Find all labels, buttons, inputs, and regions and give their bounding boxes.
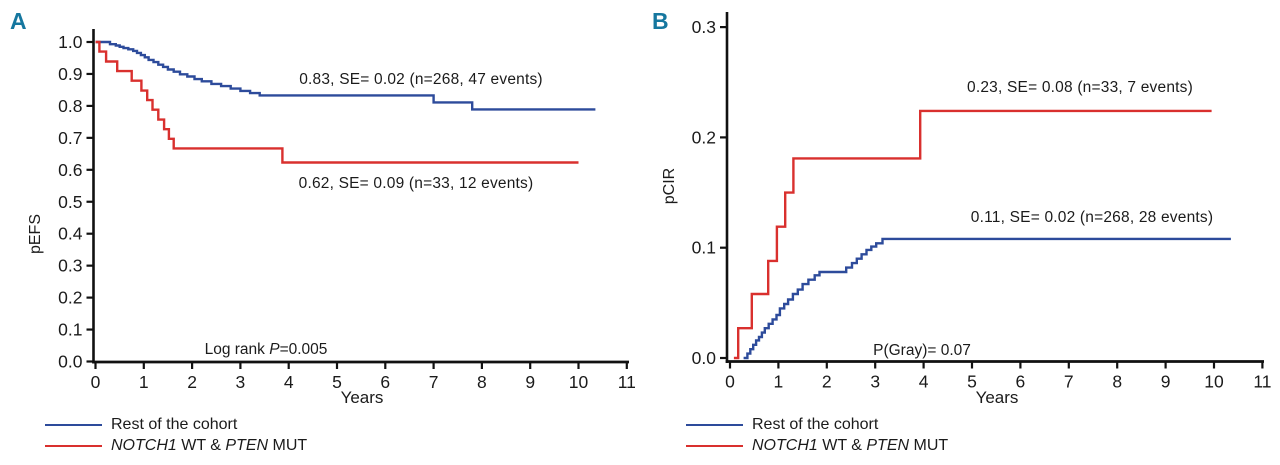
x-tick-label: 8 [1112,372,1122,392]
x-tick-label: 4 [919,372,929,392]
x-tick-label: 7 [1064,372,1074,392]
panel-a-plot: 0.0 0.1 0.2 0.3 0.4 0.5 0.6 0.7 0.8 0.9 1.0 0 1 2 3 4 5 6… [58,29,636,392]
blue-legend-line [45,423,102,427]
legend-suffix-text: MUT [909,437,949,454]
x-tick-label: 1 [774,372,784,392]
y-tick-label: 0.0 [692,348,717,368]
panel-b-y-axis-title: pCIR [661,167,678,205]
legend-label-rest-of-cohort: Rest of the cohort [752,416,879,433]
x-tick-label: 5 [332,372,342,392]
panel-b-letter: B [652,8,669,34]
x-tick-label: 0 [91,372,101,392]
gene-pten: PTEN [225,437,269,454]
x-tick-label: 11 [618,372,636,392]
x-tick-label: 2 [822,372,832,392]
panel-a-letter: A [10,8,27,34]
red-legend-line [45,444,102,448]
legend-mid-text: WT & [176,437,226,454]
legend-suffix-text: MUT [268,437,308,454]
y-tick-label: 0.2 [58,288,82,308]
panel-a-stats-label: Log rank P=0.005 [205,341,328,359]
y-tick-label: 0.6 [58,160,82,180]
x-tick-label: 11 [1253,372,1271,392]
survival-curve-red [95,40,579,164]
legend-label-notch1-pten: NOTCH1 WT & PTEN MUT [752,437,948,455]
x-tick-label: 9 [1161,372,1171,392]
y-tick-label: 0.1 [58,320,82,340]
x-tick-label: 8 [477,372,487,392]
x-tick-label: 6 [1016,372,1026,392]
x-tick-label: 4 [284,372,294,392]
y-tick-label: 0.4 [58,224,83,244]
survival-curve-blue [95,40,596,111]
y-tick-label: 0.9 [58,64,82,84]
legend-label-notch1-pten: NOTCH1 WT & PTEN MUT [111,437,307,455]
panel-a-legend-item-blue: Rest of the cohort [45,416,237,434]
y-tick-label: 0.3 [58,256,82,276]
x-tick-label: 3 [870,372,880,392]
panel-b-stats-label: P(Gray)= 0.07 [873,342,971,359]
x-tick-label: 10 [569,372,589,392]
blue-legend-line [686,423,743,427]
x-tick-label: 3 [236,372,246,392]
panel-b-plot: 0.0 0.1 0.2 0.3 0 1 2 3 4 5 6 7 8 9 10 11 [692,12,1271,392]
x-tick-label: 9 [525,372,535,392]
panel-b-blue-annotation: 0.11, SE= 0.02 (n=268, 28 events) [970,209,1214,226]
log-rank-p: P [269,341,280,358]
panel-a-x-axis-title: Years [340,388,384,407]
gene-pten: PTEN [866,437,910,454]
legend-mid-text: WT & [817,437,867,454]
y-tick-label: 0.3 [692,17,716,37]
log-rank-prefix: Log rank [204,341,270,358]
gene-notch1: NOTCH1 [752,437,818,454]
x-tick-label: 1 [139,372,149,392]
y-tick-label: 0.7 [58,128,82,148]
panel-a-blue-annotation: 0.83, SE= 0.02 (n=268, 47 events) [299,71,543,88]
log-rank-value: =0.005 [279,341,328,358]
legend-label-rest-of-cohort: Rest of the cohort [111,416,238,433]
x-tick-label: 10 [1204,372,1224,392]
panel-b-legend-item-blue: Rest of the cohort [686,416,878,434]
x-tick-label: 5 [967,372,977,392]
panel-b-red-annotation: 0.23, SE= 0.08 (n=33, 7 events) [967,79,1193,96]
y-tick-label: 0.0 [58,352,83,372]
y-tick-label: 0.8 [58,96,82,116]
y-tick-label: 0.2 [692,127,716,147]
x-tick-label: 6 [380,372,390,392]
y-tick-label: 0.5 [58,192,82,212]
panel-a-y-axis-title: pEFS [27,213,44,255]
survival-curve-red [733,109,1212,360]
panel-b-legend-item-red: NOTCH1 WT & PTEN MUT [686,437,948,455]
panel-b-x-axis-title: Years [975,388,1019,407]
x-tick-label: 0 [725,372,735,392]
x-tick-label: 7 [429,372,439,392]
panel-a-legend-item-red: NOTCH1 WT & PTEN MUT [45,437,307,455]
panel-a-red-annotation: 0.62, SE= 0.09 (n=33, 12 events) [298,175,534,192]
red-legend-line [686,444,743,448]
survival-curve-blue [743,237,1231,360]
x-tick-label: 2 [187,372,197,392]
y-tick-label: 1.0 [58,32,83,52]
y-tick-label: 0.1 [692,238,716,258]
gene-notch1: NOTCH1 [111,437,177,454]
